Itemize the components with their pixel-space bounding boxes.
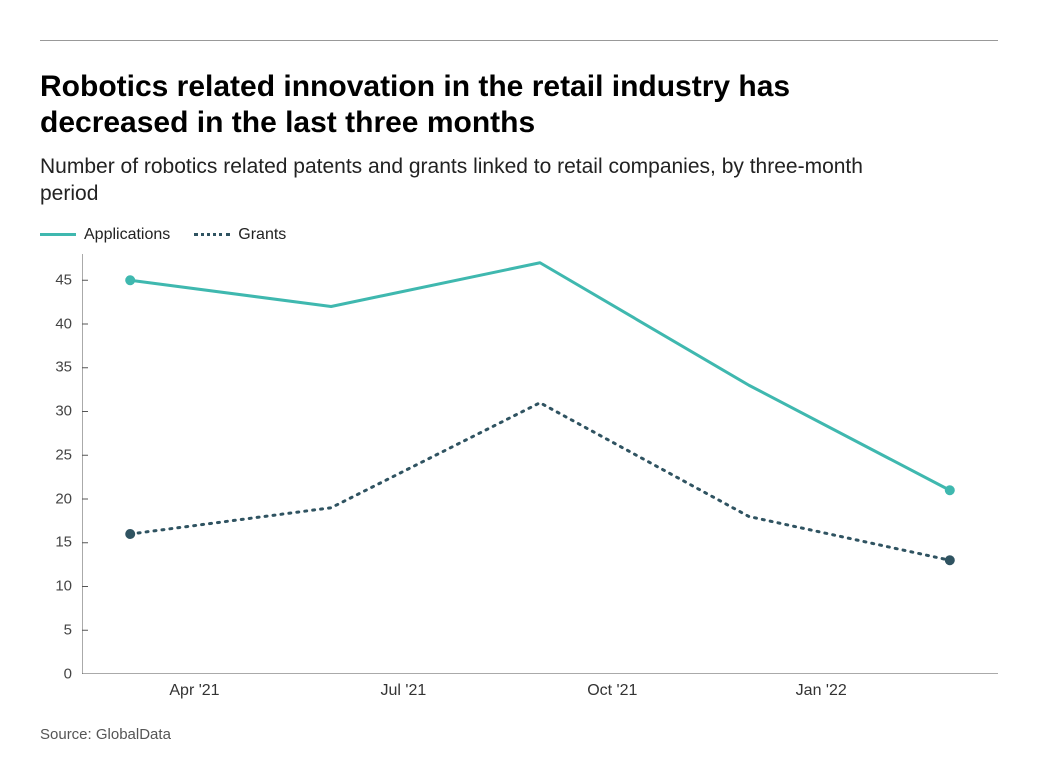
chart-subtitle: Number of robotics related patents and g…	[40, 153, 920, 208]
plot	[82, 254, 998, 674]
y-tick-label: 15	[55, 534, 72, 551]
y-axis: 051015202530354045	[40, 254, 78, 674]
legend-label-grants: Grants	[238, 226, 286, 244]
x-tick-label: Jan '22	[796, 682, 847, 700]
applications-swatch-icon	[40, 233, 76, 236]
source-text: Source: GlobalData	[40, 726, 171, 743]
x-tick-label: Oct '21	[587, 682, 637, 700]
legend-item-applications: Applications	[40, 226, 170, 244]
y-tick-label: 0	[64, 665, 72, 682]
y-tick-label: 30	[55, 403, 72, 420]
y-tick-label: 5	[64, 621, 72, 638]
legend-item-grants: Grants	[194, 226, 286, 244]
y-tick-label: 10	[55, 578, 72, 595]
line-chart-svg	[82, 254, 998, 674]
plot-area: 051015202530354045 Apr '21Jul '21Oct '21…	[40, 254, 998, 674]
chart-title: Robotics related innovation in the retai…	[40, 69, 900, 141]
legend: Applications Grants	[40, 226, 998, 244]
x-tick-label: Apr '21	[169, 682, 219, 700]
y-tick-label: 25	[55, 446, 72, 463]
chart-container: Robotics related innovation in the retai…	[40, 40, 998, 738]
top-border	[40, 40, 998, 41]
x-tick-label: Jul '21	[381, 682, 427, 700]
y-tick-label: 45	[55, 271, 72, 288]
y-tick-label: 20	[55, 490, 72, 507]
grants-swatch-icon	[194, 233, 230, 236]
y-tick-label: 35	[55, 359, 72, 376]
x-axis: Apr '21 Jul '21 Oct '21 Jan '22	[82, 674, 998, 704]
y-tick-label: 40	[55, 315, 72, 332]
legend-label-applications: Applications	[84, 226, 170, 244]
